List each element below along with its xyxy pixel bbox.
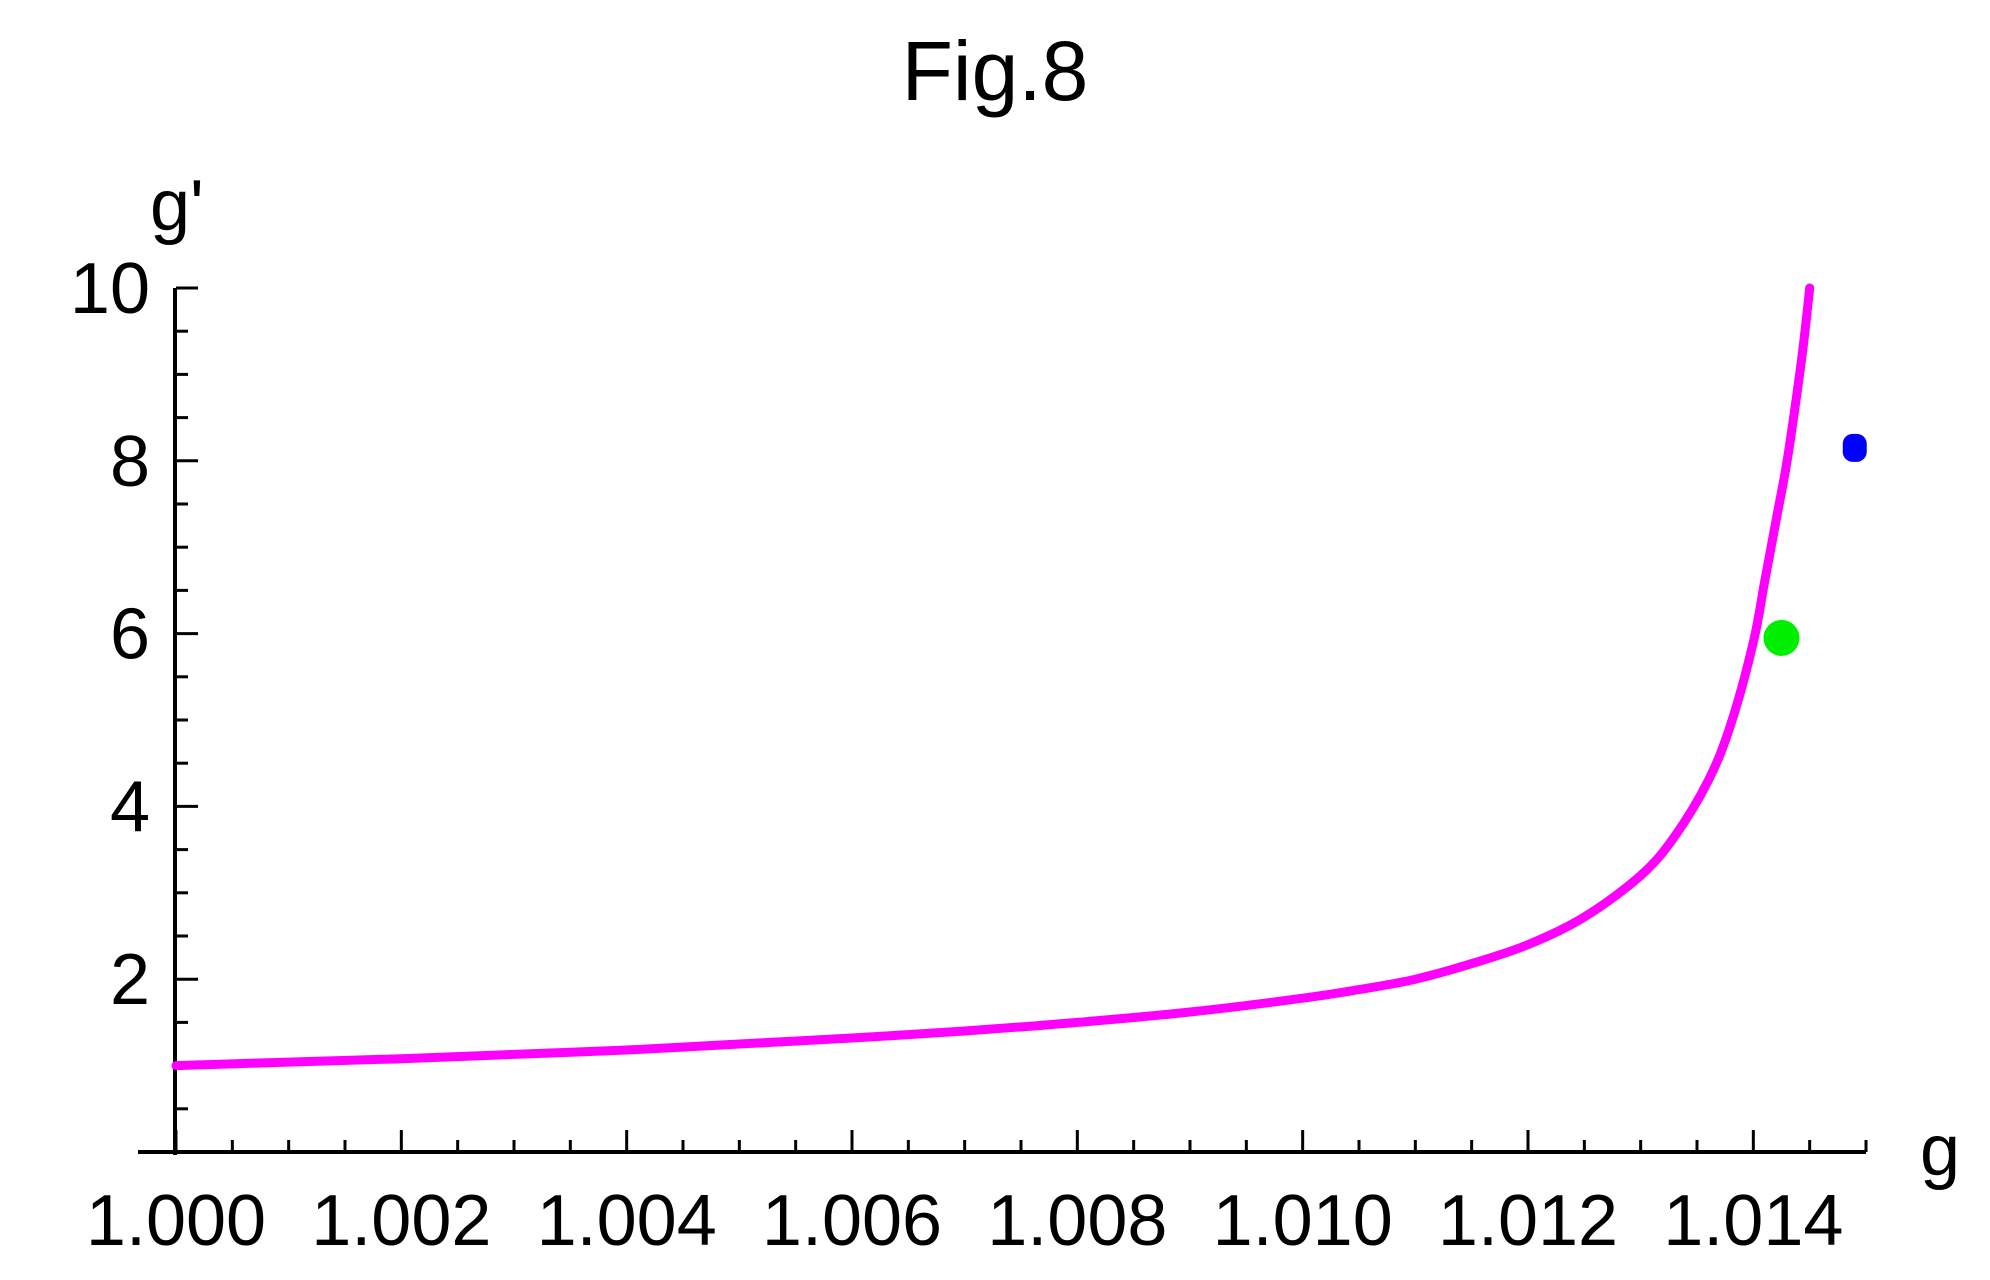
- marker-layer: [1763, 433, 1867, 656]
- x-tick-label: 1.004: [537, 1181, 717, 1261]
- x-tick-label: 1.002: [311, 1181, 491, 1261]
- y-tick-label: 4: [110, 767, 150, 847]
- x-tick-label: 1.000: [86, 1181, 266, 1261]
- x-axis-label: g: [1920, 1111, 1960, 1191]
- series-layer: [171, 283, 1815, 1071]
- x-tick-label: 1.012: [1438, 1181, 1618, 1261]
- y-axis-label: g': [150, 166, 204, 246]
- axis-ticks: [174, 286, 1868, 1152]
- x-tick-label: 1.006: [762, 1181, 942, 1261]
- green-point: [1763, 619, 1800, 656]
- y-tick-label: 2: [110, 940, 150, 1020]
- x-tick-label: 1.014: [1663, 1181, 1843, 1261]
- series-line: [171, 283, 1815, 1071]
- y-tick-label: 8: [110, 422, 150, 502]
- y-tick-label: 6: [110, 595, 150, 675]
- y-tick-label: 10: [70, 249, 150, 329]
- chart-title: Fig.8: [902, 24, 1089, 118]
- x-tick-label: 1.008: [987, 1181, 1167, 1261]
- x-tick-label: 1.010: [1213, 1181, 1393, 1261]
- blue-point: [1842, 433, 1867, 462]
- tick-labels: 1.000 1.002 1.004 1.006 1.008 1.010 1.012 1.014…: [70, 249, 1844, 1261]
